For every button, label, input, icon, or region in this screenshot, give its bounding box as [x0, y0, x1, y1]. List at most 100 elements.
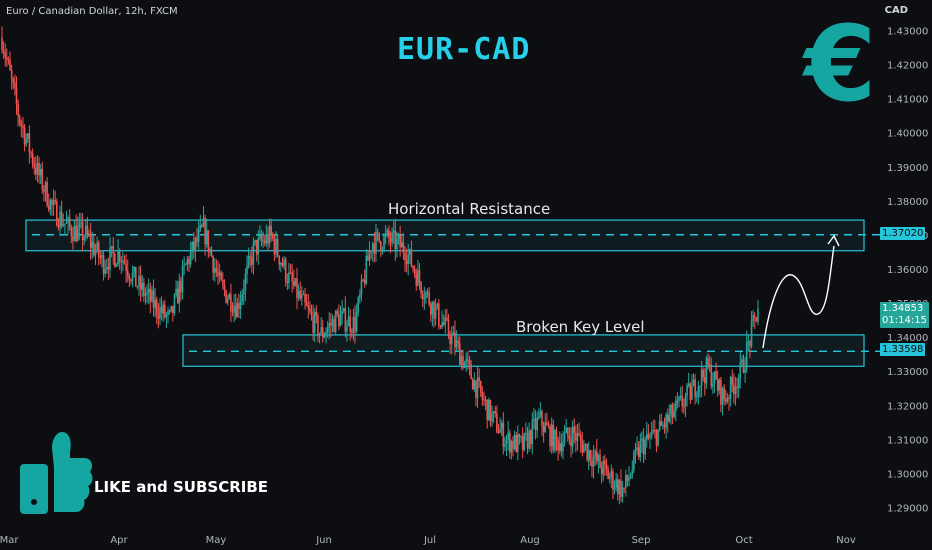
thumbs-up-icon[interactable]	[20, 432, 93, 514]
candle-body	[741, 359, 743, 363]
candle-body	[629, 475, 632, 478]
x-tick-label: Mar	[0, 535, 19, 546]
candle-body	[176, 288, 179, 304]
candle-body	[146, 292, 148, 295]
candle-body	[301, 294, 303, 299]
candle-body	[554, 429, 556, 451]
candle-body	[654, 429, 656, 431]
candle-body	[623, 487, 626, 489]
candle-body	[230, 293, 232, 312]
candle-body	[749, 341, 751, 347]
candle-body	[496, 413, 498, 433]
candle-body	[537, 415, 540, 418]
candle-body	[695, 395, 698, 398]
candle-body	[708, 364, 711, 368]
candle-body	[386, 230, 389, 235]
candle-body	[57, 225, 60, 228]
candle-body	[628, 477, 630, 481]
candle-body	[320, 327, 322, 334]
candle-body	[312, 315, 314, 333]
candle-body	[344, 308, 347, 332]
candle-body	[676, 400, 679, 402]
candle-body	[520, 436, 522, 438]
candle-body	[175, 288, 177, 296]
candle-body	[426, 291, 429, 293]
x-tick-label: Apr	[110, 535, 128, 546]
candle-body	[518, 434, 521, 438]
candle-body	[380, 241, 382, 251]
candle-body	[262, 240, 264, 242]
candle-body	[558, 443, 561, 451]
resistance-label: Horizontal Resistance	[388, 200, 551, 218]
candle-body	[131, 272, 134, 282]
candle-body	[555, 429, 558, 440]
candle-body	[620, 480, 622, 498]
x-tick-label: Jul	[423, 535, 436, 546]
candle-body	[72, 236, 74, 242]
candle-body	[533, 418, 535, 421]
candle-body	[331, 319, 334, 326]
candle-body	[184, 263, 187, 266]
candle-body	[704, 377, 706, 384]
candle-body	[209, 249, 211, 253]
candle-body	[296, 278, 298, 299]
x-tick-label: May	[206, 535, 227, 546]
candle-body	[155, 299, 158, 315]
candle-body	[470, 364, 472, 379]
candle-body	[114, 253, 116, 267]
candle-body	[700, 369, 703, 386]
symbol-label[interactable]: Euro / Canadian Dollar, 12h, FXCM	[6, 6, 178, 17]
candle-body	[289, 272, 292, 274]
candle-body	[368, 251, 371, 261]
candle-body	[733, 384, 735, 394]
candle-body	[333, 319, 335, 333]
candle-body	[596, 451, 598, 462]
candle-body	[212, 256, 214, 273]
candle-body	[397, 235, 400, 239]
candle-body	[649, 436, 651, 438]
candle-body	[716, 379, 719, 391]
candle-body	[360, 279, 363, 295]
candle-body	[428, 291, 430, 305]
y-axis: 1.43000 1.42000 1.41000 1.40000 1.39000 1.380…	[887, 27, 928, 515]
candle-body	[384, 234, 387, 236]
candle-body	[729, 377, 732, 399]
candle-body	[634, 450, 637, 453]
candle-body	[681, 395, 684, 407]
candle-body	[666, 414, 669, 422]
candle-body	[252, 243, 255, 265]
candle-body	[220, 272, 223, 281]
candle-body	[471, 378, 474, 390]
candle-body	[389, 237, 392, 243]
candle-body	[254, 240, 256, 244]
y-tick-label: 1.34000	[887, 333, 928, 344]
candle-body	[367, 255, 369, 261]
candle-body	[17, 103, 19, 117]
candle-body	[415, 273, 418, 286]
candle-body	[420, 282, 422, 294]
candle-body	[242, 290, 245, 295]
candle-body	[207, 230, 210, 253]
candle-body	[275, 238, 277, 254]
candle-body	[599, 455, 601, 468]
candle-body	[576, 433, 579, 441]
candle-body	[478, 377, 480, 382]
candle-body	[157, 314, 160, 319]
candle-body	[600, 467, 603, 475]
candle-body	[752, 315, 754, 322]
candle-body	[736, 386, 738, 389]
candle-body	[500, 422, 503, 429]
candle-body	[566, 427, 569, 436]
candle-body	[563, 433, 566, 443]
candle-body	[2, 50, 5, 53]
candle-body	[513, 434, 516, 450]
candle-body	[455, 340, 458, 348]
candle-body	[507, 432, 509, 440]
candle-body	[376, 231, 379, 233]
candle-body	[354, 316, 356, 332]
candle-body	[270, 225, 272, 234]
like-subscribe-text[interactable]: LIKE and SUBSCRIBE	[94, 478, 269, 496]
candle-body	[587, 450, 590, 460]
candle-body	[25, 138, 27, 145]
